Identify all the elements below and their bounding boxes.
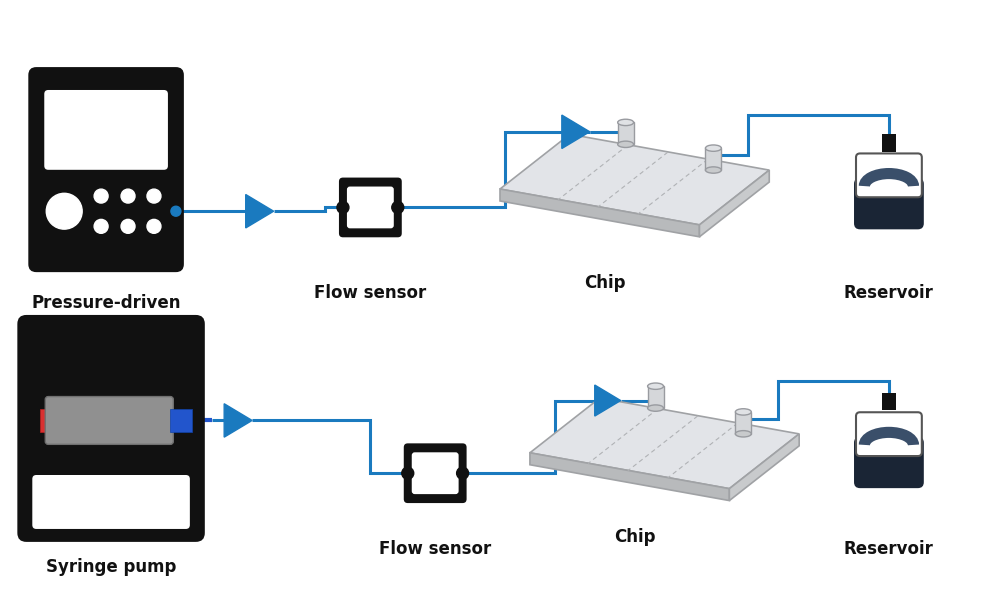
Polygon shape: [530, 398, 799, 489]
Text: Chip: Chip: [584, 274, 625, 292]
Ellipse shape: [618, 119, 634, 126]
Circle shape: [171, 206, 181, 216]
FancyBboxPatch shape: [882, 133, 896, 152]
FancyBboxPatch shape: [856, 413, 922, 456]
FancyBboxPatch shape: [170, 409, 192, 432]
FancyBboxPatch shape: [412, 452, 459, 494]
FancyBboxPatch shape: [854, 437, 924, 488]
FancyBboxPatch shape: [648, 386, 664, 408]
Circle shape: [147, 219, 161, 233]
Circle shape: [392, 202, 404, 213]
Circle shape: [147, 189, 161, 203]
FancyBboxPatch shape: [404, 443, 467, 503]
Text: Reservoir: Reservoir: [844, 284, 934, 302]
Ellipse shape: [648, 383, 664, 390]
Circle shape: [150, 497, 178, 525]
Ellipse shape: [735, 431, 751, 437]
Circle shape: [94, 219, 108, 233]
Ellipse shape: [648, 405, 664, 411]
FancyBboxPatch shape: [17, 315, 205, 542]
Ellipse shape: [705, 145, 721, 152]
FancyBboxPatch shape: [339, 178, 402, 237]
FancyBboxPatch shape: [882, 393, 896, 411]
Circle shape: [337, 202, 349, 213]
Polygon shape: [562, 115, 590, 149]
Ellipse shape: [735, 409, 751, 415]
FancyBboxPatch shape: [705, 148, 721, 170]
Text: Flow sensor: Flow sensor: [379, 540, 491, 558]
Ellipse shape: [705, 167, 721, 173]
FancyBboxPatch shape: [40, 409, 107, 432]
Text: Chip: Chip: [614, 528, 655, 546]
FancyBboxPatch shape: [45, 397, 173, 445]
Text: Pressure-driven
flow controller: Pressure-driven flow controller: [31, 294, 181, 333]
FancyBboxPatch shape: [856, 153, 922, 198]
FancyBboxPatch shape: [32, 475, 190, 529]
Circle shape: [46, 193, 82, 229]
Ellipse shape: [618, 141, 634, 147]
Polygon shape: [500, 189, 699, 237]
Circle shape: [121, 219, 135, 233]
FancyBboxPatch shape: [28, 67, 184, 272]
FancyBboxPatch shape: [347, 187, 394, 228]
Polygon shape: [530, 453, 729, 501]
FancyBboxPatch shape: [618, 123, 634, 144]
Polygon shape: [595, 385, 621, 416]
Text: Reservoir: Reservoir: [844, 540, 934, 558]
Polygon shape: [224, 403, 252, 437]
Polygon shape: [699, 170, 769, 237]
Circle shape: [402, 467, 414, 479]
FancyBboxPatch shape: [735, 412, 751, 434]
Polygon shape: [729, 434, 799, 501]
Circle shape: [121, 189, 135, 203]
FancyBboxPatch shape: [854, 178, 924, 230]
Circle shape: [457, 467, 469, 479]
FancyBboxPatch shape: [44, 90, 168, 170]
Text: Flow sensor: Flow sensor: [314, 284, 426, 302]
Polygon shape: [500, 134, 769, 225]
Circle shape: [94, 189, 108, 203]
Polygon shape: [246, 194, 274, 228]
Text: Syringe pump: Syringe pump: [46, 558, 176, 576]
